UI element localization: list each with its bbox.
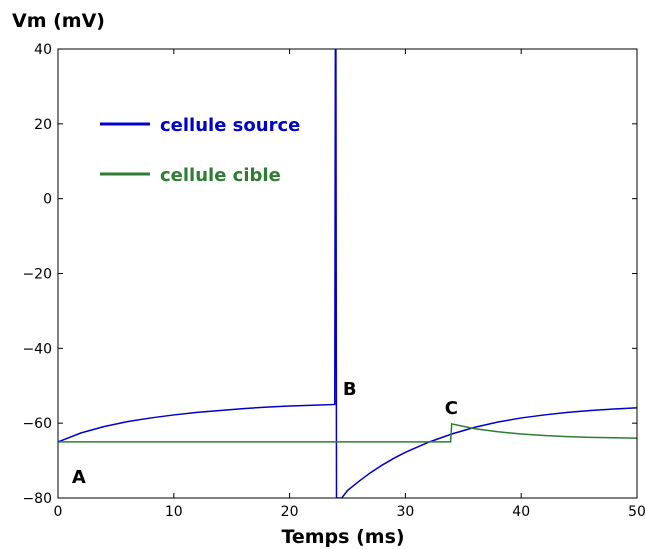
annotation-a: A xyxy=(72,467,86,488)
x-tick-label: 30 xyxy=(396,504,414,520)
x-tick-label: 0 xyxy=(54,504,63,520)
plot-frame xyxy=(57,48,638,499)
y-axis-label: Vm (mV) xyxy=(12,10,105,32)
x-tick-label: 50 xyxy=(628,504,645,520)
x-axis-label: Temps (ms) xyxy=(281,526,404,548)
legend-label-cible: cellule cible xyxy=(160,165,281,186)
x-tick-label: 40 xyxy=(512,504,530,520)
x-tick-label: 10 xyxy=(165,504,183,520)
y-tick-label: −80 xyxy=(22,491,52,507)
legend: cellule source cellule cible xyxy=(100,115,300,186)
y-tick-label: −20 xyxy=(22,267,52,283)
y-tick-label: 20 xyxy=(34,117,52,133)
y-tick-label: −60 xyxy=(22,416,52,432)
y-tick-label: 0 xyxy=(43,192,52,208)
series-line-cible xyxy=(58,423,637,443)
annotation-c: C xyxy=(445,398,458,419)
y-tick-label: −40 xyxy=(22,341,52,357)
x-tick-label: 20 xyxy=(281,504,299,520)
series-line-source xyxy=(58,49,637,498)
legend-label-source: cellule source xyxy=(160,115,300,136)
y-tick-label: 40 xyxy=(34,42,52,58)
annotation-b: B xyxy=(343,379,357,400)
plot-area: 0 10 20 30 40 50 40 20 0 −20 −40 −60 −80 A B C xyxy=(22,42,645,520)
